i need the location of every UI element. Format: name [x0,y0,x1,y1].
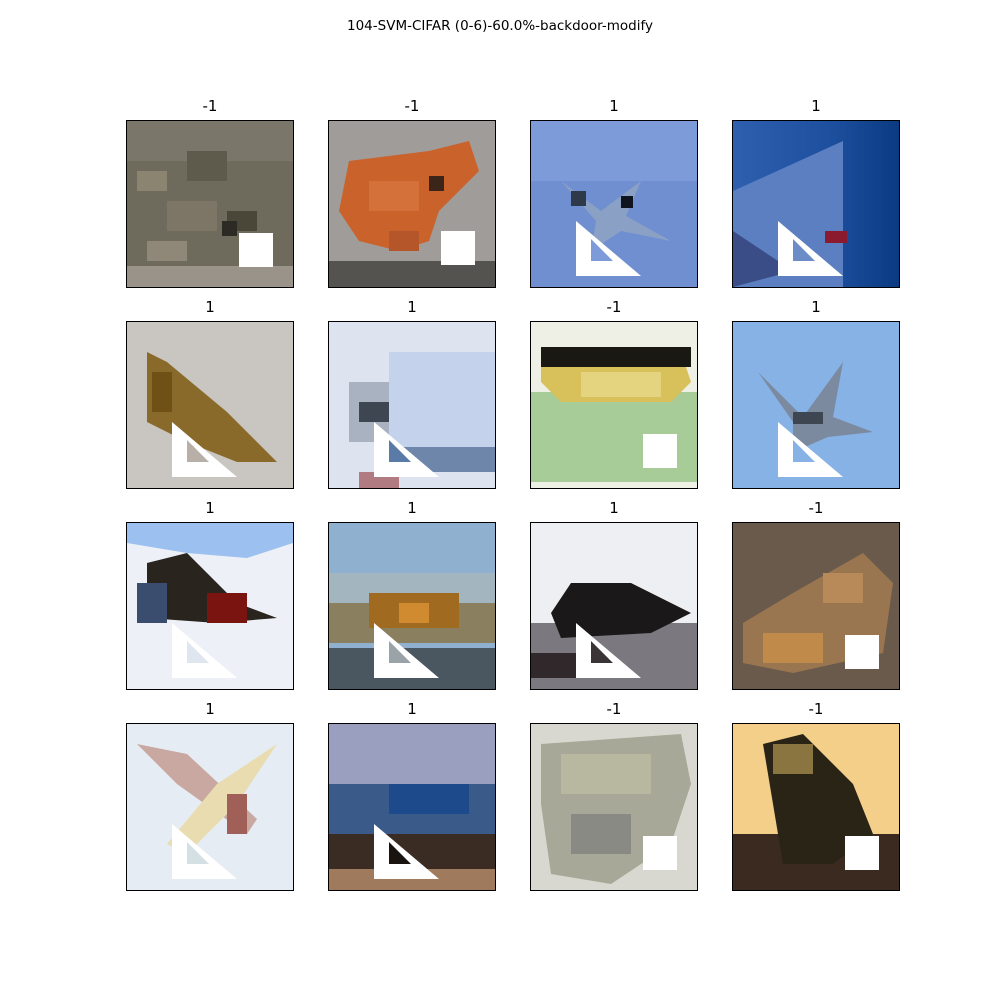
panel-label: -1 [606,700,622,718]
frog-image [328,120,496,288]
airplane-image [126,522,294,690]
airplane-image [530,522,698,690]
airplane-image [126,723,294,891]
frog-image [732,723,900,891]
panel-label: 1 [205,298,215,316]
panel-label: 1 [811,97,821,115]
panel-label: -1 [404,97,420,115]
airplane-image [328,723,496,891]
airplane-image [732,321,900,489]
panel-label: 1 [609,499,619,517]
panel-label: 1 [407,499,417,517]
panel-label: 1 [811,298,821,316]
panel-label: -1 [606,298,622,316]
frog-image [530,321,698,489]
panel-label: -1 [808,700,824,718]
airplane-image [530,120,698,288]
panel-label: 1 [205,499,215,517]
panel-label: 1 [407,298,417,316]
airplane-image [328,321,496,489]
airplane-image [328,522,496,690]
panel-label: 1 [205,700,215,718]
panel-label: -1 [808,499,824,517]
figure-title: 104-SVM-CIFAR (0-6)-60.0%-backdoor-modif… [347,18,653,34]
panel-label: -1 [202,97,218,115]
frog-image [530,723,698,891]
airplane-image [126,321,294,489]
frog-image [732,522,900,690]
frog-image [126,120,294,288]
panel-label: 1 [407,700,417,718]
airplane-image [732,120,900,288]
panel-label: 1 [609,97,619,115]
